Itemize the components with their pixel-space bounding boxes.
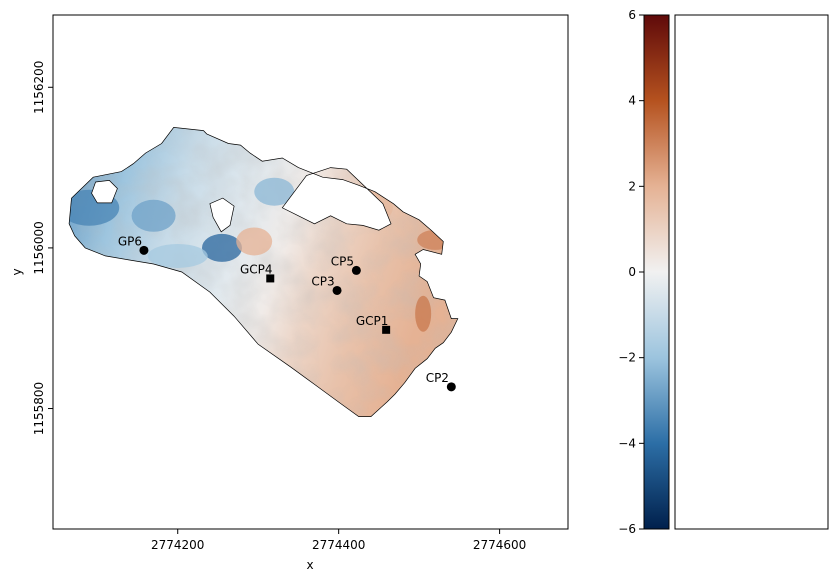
colorbar-tick-label: −4 — [618, 436, 636, 450]
x-tick-label: 2774200 — [151, 538, 204, 552]
map-outline — [68, 127, 459, 417]
x-axis-label: x — [306, 558, 313, 572]
x-tick-label: 2774400 — [312, 538, 365, 552]
map-x-ticks: 2774200 2774400 2774600 — [151, 529, 526, 552]
y-axis-label: y — [10, 268, 24, 275]
map-points: GP6 GCP4 CP5 CP3 GCP1 CP2 — [118, 234, 456, 392]
point-gp6: GP6 — [118, 234, 149, 255]
point-marker — [139, 245, 149, 255]
point-cp5: CP5 — [331, 254, 361, 275]
point-label: CP2 — [426, 371, 449, 385]
colorbar-tick-label: 4 — [628, 94, 636, 108]
colorbar-tick-label: 2 — [628, 179, 636, 193]
histogram-axes-frame — [674, 14, 829, 530]
map-panel: GP6 GCP4 CP5 CP3 GCP1 CP2 2774200 2774400 27746… — [10, 14, 569, 572]
point-label: GP6 — [118, 234, 142, 248]
colorbar — [643, 14, 670, 530]
point-marker — [382, 325, 391, 334]
point-cp3: CP3 — [311, 274, 342, 295]
point-marker — [332, 285, 342, 295]
colorbar-tick-label: −2 — [618, 351, 636, 365]
point-label: CP5 — [331, 254, 354, 268]
point-marker — [351, 265, 361, 275]
colorbar-ticks: −6 −4 −2 0 2 4 6 — [618, 8, 644, 536]
y-tick-label: 1156200 — [32, 61, 46, 114]
point-gcp4: GCP4 — [240, 262, 275, 283]
point-marker — [266, 274, 275, 283]
colorbar-panel: −6 −4 −2 0 2 4 6 — [618, 8, 670, 536]
point-gcp1: GCP1 — [356, 314, 391, 334]
point-label: CP3 — [311, 274, 334, 288]
point-cp2: CP2 — [426, 371, 456, 392]
colorbar-tick-label: 6 — [628, 8, 636, 22]
y-tick-label: 1156000 — [32, 221, 46, 274]
colorbar-tick-label: 0 — [628, 265, 636, 279]
point-label: GCP4 — [240, 262, 273, 276]
point-label: GCP1 — [356, 314, 389, 328]
point-marker — [446, 382, 456, 392]
map-y-ticks: 1155800 1156000 1156200 — [32, 61, 53, 435]
y-tick-label: 1155800 — [32, 382, 46, 435]
x-tick-label: 2774600 — [473, 538, 526, 552]
histogram-panel — [674, 14, 829, 530]
colorbar-tick-label: −6 — [618, 522, 636, 536]
